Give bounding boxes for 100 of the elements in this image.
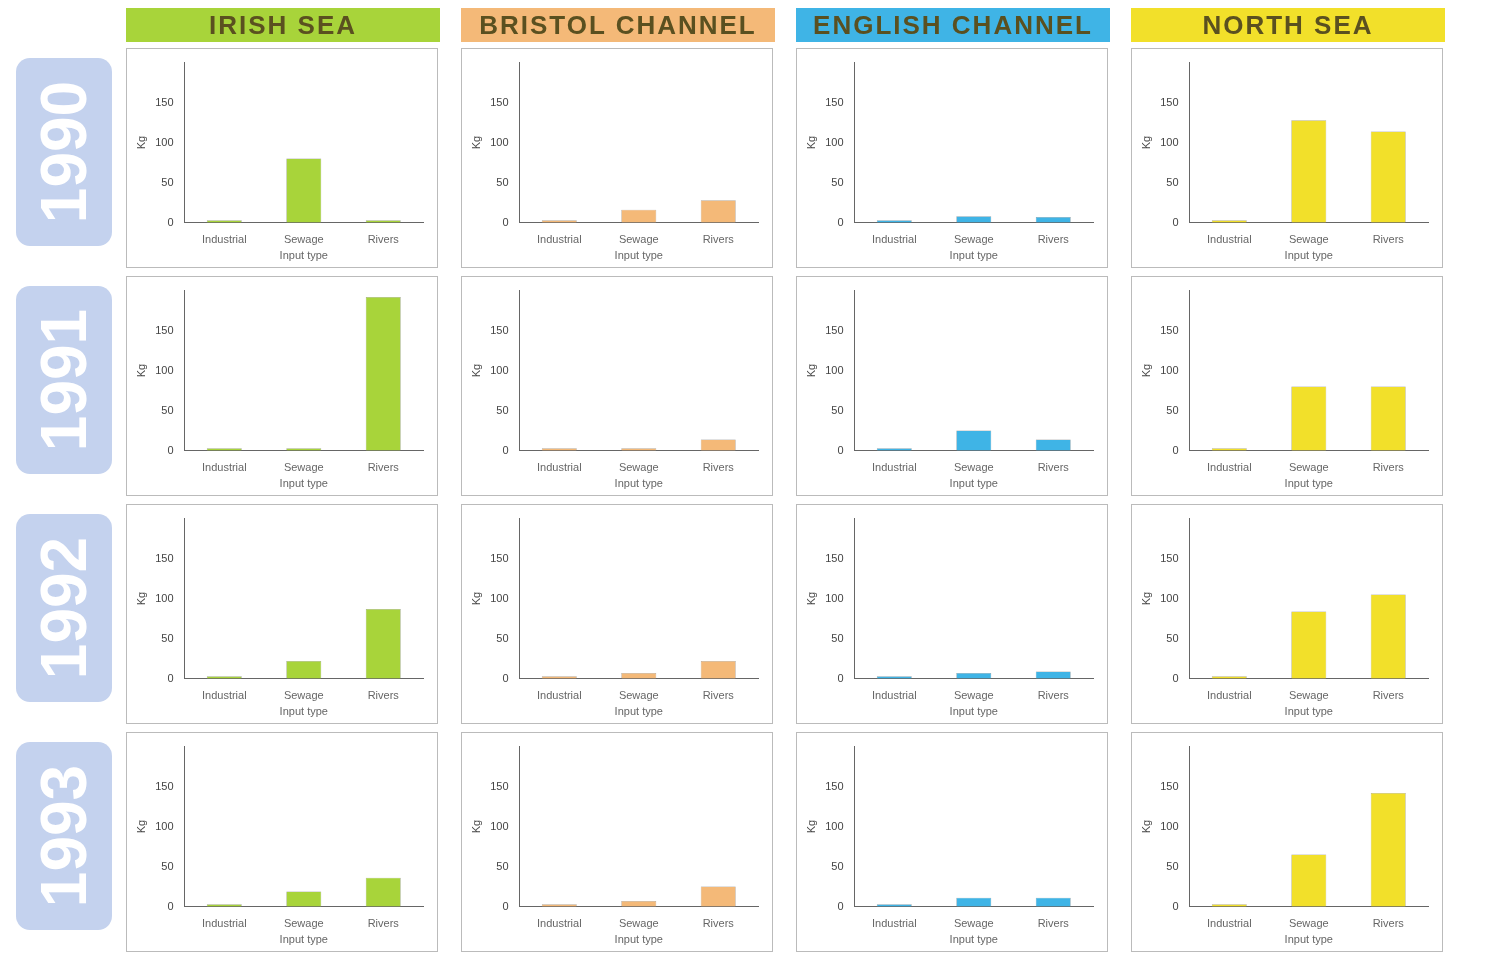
y-tick-label: 150	[155, 779, 174, 792]
y-tick-label: 50	[831, 859, 844, 872]
y-axis-title: Kg	[804, 363, 817, 378]
y-tick-label: 50	[831, 631, 844, 644]
y-tick-label: 50	[496, 175, 509, 188]
y-tick-label: 100	[1160, 591, 1179, 604]
y-tick-label: 0	[502, 215, 509, 228]
y-axis-title: Kg	[804, 591, 817, 606]
x-axis-title: Input type	[279, 933, 328, 946]
x-tick-label: Sewage	[953, 461, 994, 474]
x-tick-label: Industrial	[201, 233, 247, 246]
x-tick-label: Sewage	[618, 233, 659, 246]
y-axis-title: Kg	[1139, 591, 1152, 606]
x-tick-label: Sewage	[953, 917, 994, 930]
y-tick-label: 50	[496, 631, 509, 644]
y-tick-label: 150	[1160, 95, 1179, 108]
x-axis-title: Input type	[614, 249, 663, 262]
x-tick-label: Industrial	[1206, 689, 1252, 702]
y-tick-label: 100	[490, 591, 509, 604]
y-axis-title: Kg	[134, 363, 147, 378]
x-tick-label: Sewage	[283, 689, 324, 702]
y-tick-label: 50	[831, 403, 844, 416]
y-tick-label: 100	[825, 363, 844, 376]
x-tick-label: Rivers	[1372, 461, 1405, 474]
x-tick-label: Sewage	[1288, 233, 1329, 246]
x-tick-label: Sewage	[283, 233, 324, 246]
y-axis-title: Kg	[134, 135, 147, 150]
x-tick-label: Rivers	[702, 461, 735, 474]
x-tick-label: Sewage	[283, 461, 324, 474]
y-tick-label: 50	[161, 631, 174, 644]
y-tick-label: 150	[490, 779, 509, 792]
y-tick-label: 100	[155, 819, 174, 832]
x-axis-title: Input type	[614, 933, 663, 946]
y-tick-label: 100	[490, 819, 509, 832]
x-axis-title: Input type	[1284, 249, 1333, 262]
y-tick-label: 100	[155, 135, 174, 148]
y-tick-label: 50	[1166, 403, 1179, 416]
x-axis-title: Input type	[614, 477, 663, 490]
x-tick-label: Rivers	[1037, 233, 1070, 246]
chart-title: IRISH SEA	[126, 8, 440, 42]
y-tick-label: 50	[831, 175, 844, 188]
x-axis-title: Input type	[949, 249, 998, 262]
y-tick-label: 0	[502, 443, 509, 456]
y-tick-label: 0	[1172, 443, 1179, 456]
x-tick-label: Industrial	[201, 917, 247, 930]
y-tick-label: 0	[837, 215, 844, 228]
y-tick-label: 50	[161, 859, 174, 872]
y-tick-label: 50	[496, 859, 509, 872]
y-tick-label: 0	[167, 899, 174, 912]
x-axis-title: Input type	[1284, 705, 1333, 718]
x-axis-title: Input type	[1284, 933, 1333, 946]
y-tick-label: 150	[825, 323, 844, 336]
y-axis-title: Kg	[469, 363, 482, 378]
chart-title: ENGLISH CHANNEL	[796, 8, 1110, 42]
y-tick-label: 150	[825, 779, 844, 792]
x-tick-label: Industrial	[536, 689, 582, 702]
x-tick-label: Industrial	[1206, 917, 1252, 930]
x-axis-title: Input type	[279, 705, 328, 718]
y-axis-title: Kg	[1139, 363, 1152, 378]
y-tick-label: 150	[825, 551, 844, 564]
x-tick-label: Sewage	[1288, 689, 1329, 702]
x-axis-title: Input type	[279, 249, 328, 262]
y-axis-title: Kg	[134, 819, 147, 834]
x-tick-label: Sewage	[953, 233, 994, 246]
y-tick-label: 0	[837, 899, 844, 912]
y-tick-label: 50	[161, 403, 174, 416]
x-tick-label: Sewage	[618, 917, 659, 930]
y-tick-label: 150	[490, 95, 509, 108]
y-tick-label: 0	[502, 899, 509, 912]
x-axis-title: Input type	[614, 705, 663, 718]
x-tick-label: Rivers	[1037, 917, 1070, 930]
x-tick-label: Sewage	[283, 917, 324, 930]
text: 1992	[27, 536, 101, 680]
y-tick-label: 100	[155, 363, 174, 376]
x-tick-label: Rivers	[1372, 233, 1405, 246]
x-tick-label: Industrial	[201, 689, 247, 702]
text: 1991	[27, 308, 101, 452]
y-tick-label: 100	[1160, 135, 1179, 148]
y-tick-label: 0	[837, 671, 844, 684]
y-tick-label: 100	[1160, 363, 1179, 376]
x-tick-label: Industrial	[201, 461, 247, 474]
y-axis-title: Kg	[469, 819, 482, 834]
y-axis-title: Kg	[469, 591, 482, 606]
x-tick-label: Industrial	[536, 917, 582, 930]
y-tick-label: 0	[837, 443, 844, 456]
x-tick-label: Rivers	[702, 689, 735, 702]
x-tick-label: Industrial	[871, 233, 917, 246]
y-tick-label: 150	[1160, 779, 1179, 792]
y-tick-label: 0	[1172, 899, 1179, 912]
x-tick-label: Rivers	[702, 233, 735, 246]
y-tick-label: 150	[825, 95, 844, 108]
x-tick-label: Rivers	[367, 461, 400, 474]
x-tick-label: Industrial	[1206, 233, 1252, 246]
x-tick-label: Rivers	[367, 917, 400, 930]
y-tick-label: 0	[167, 671, 174, 684]
text: 1993	[27, 764, 101, 908]
y-tick-label: 0	[167, 443, 174, 456]
y-tick-label: 0	[502, 671, 509, 684]
x-tick-label: Industrial	[536, 233, 582, 246]
y-tick-label: 100	[155, 591, 174, 604]
